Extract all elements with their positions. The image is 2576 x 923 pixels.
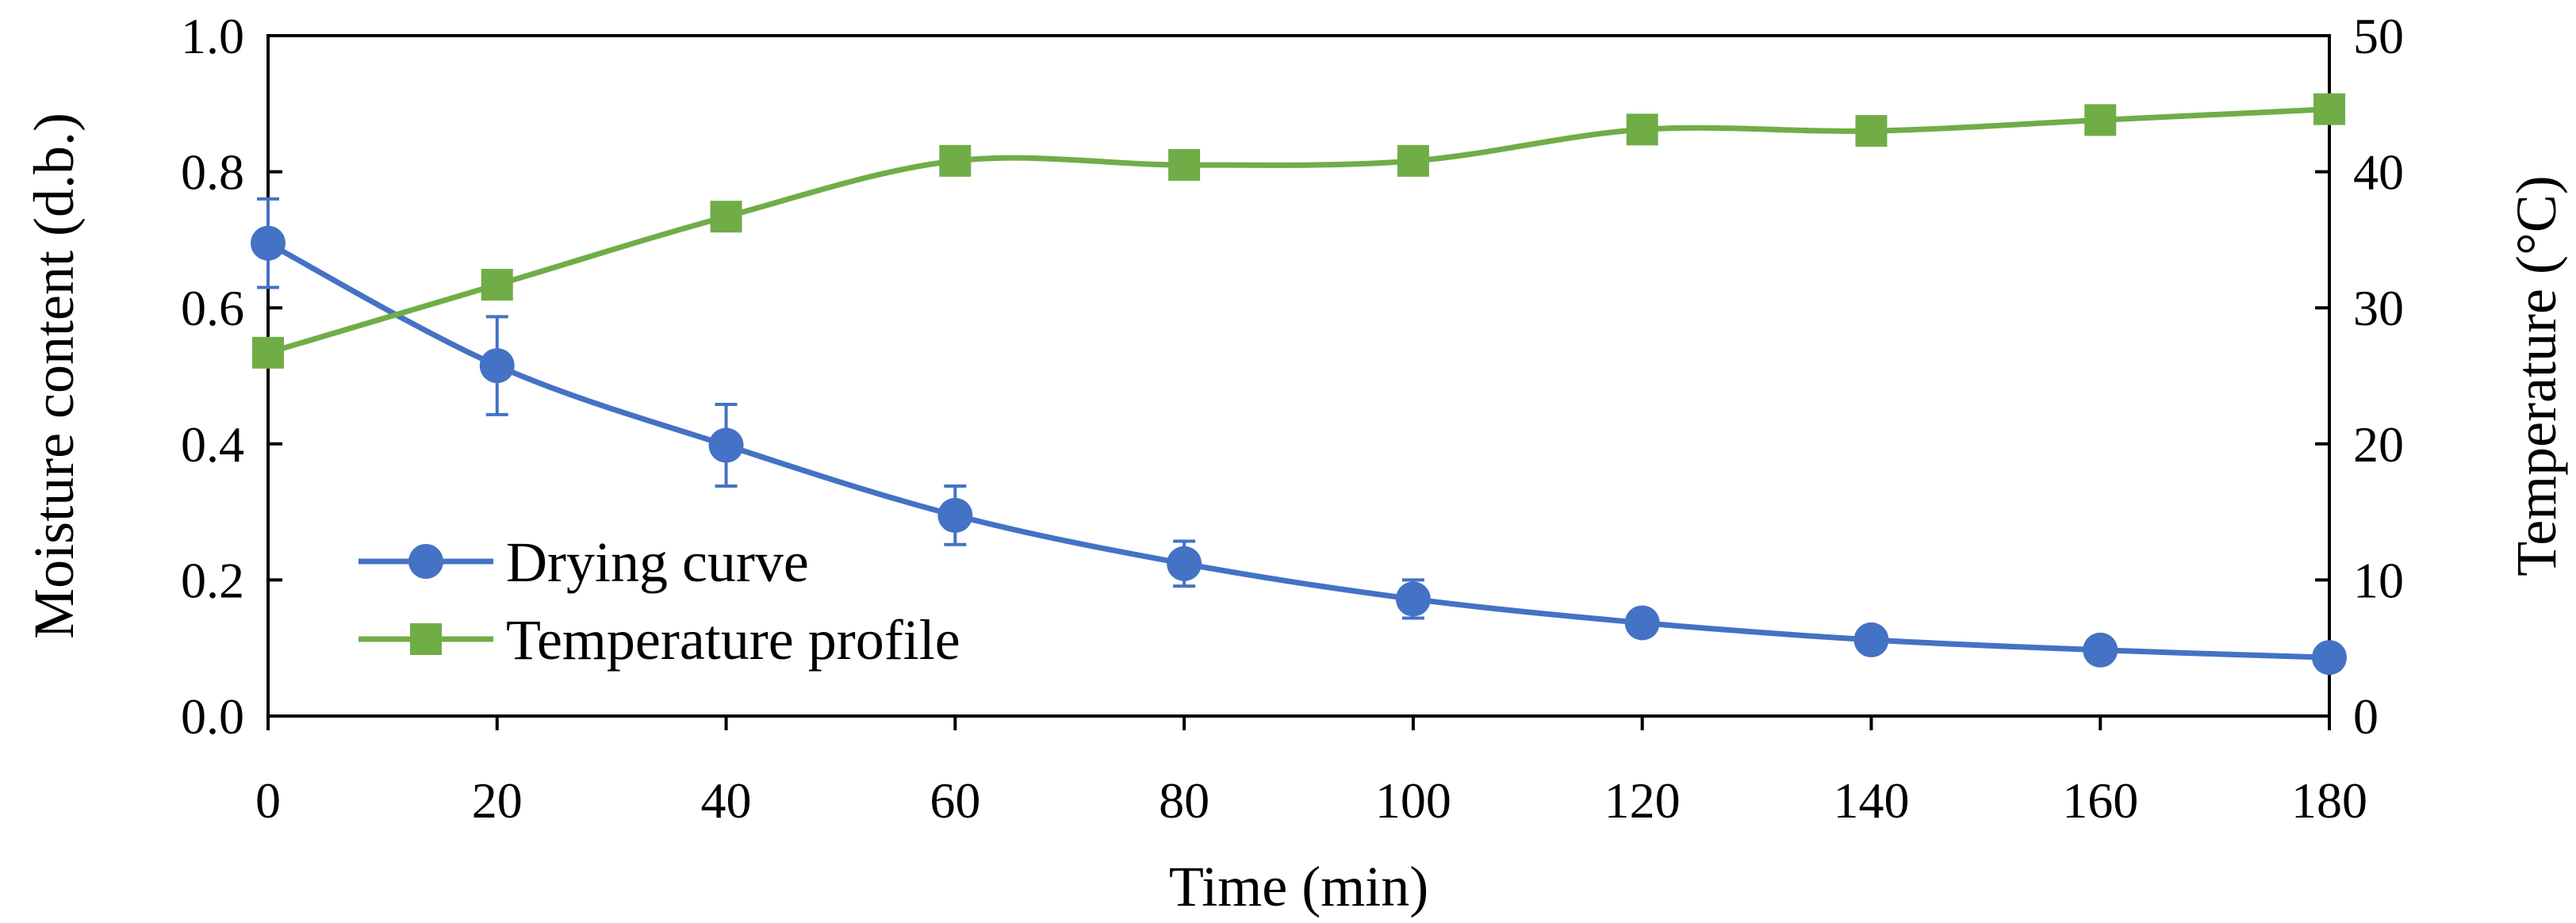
series-temperature-profile xyxy=(252,93,2345,369)
y-axis-title-right: Temperature (°C) xyxy=(2505,175,2568,576)
tick-labels: 0.0 0.2 0.4 0.6 0.8 1.0 0 10 20 30 40 50 0 20 40 60 80 10… xyxy=(181,8,2404,829)
x-axis-title: Time (min) xyxy=(1169,855,1428,918)
legend-marker-temperature-profile xyxy=(410,623,442,655)
series-line-temperature-profile xyxy=(267,106,2330,356)
y-left-tick-label: 0.2 xyxy=(181,552,244,608)
y-right-tick-label: 10 xyxy=(2353,552,2404,608)
data-point xyxy=(1624,605,1660,641)
series xyxy=(251,93,2347,676)
x-tick-label: 140 xyxy=(1833,772,1909,829)
data-point xyxy=(708,427,744,463)
y-left-tick-label: 1.0 xyxy=(181,8,244,64)
x-tick-label: 120 xyxy=(1604,772,1681,829)
legend: Drying curve Temperature profile xyxy=(358,530,960,672)
data-point xyxy=(2084,104,2117,136)
data-point xyxy=(2313,93,2345,125)
data-point xyxy=(1167,546,1202,581)
y-right-tick-label: 20 xyxy=(2353,416,2404,473)
x-tick-label: 80 xyxy=(1159,772,1209,829)
x-tick-label: 40 xyxy=(701,772,752,829)
y-right-tick-label: 30 xyxy=(2353,280,2404,336)
data-point xyxy=(252,336,284,369)
data-point xyxy=(2083,632,2118,668)
data-point xyxy=(1853,622,1889,657)
x-tick-label: 180 xyxy=(2291,772,2367,829)
y-left-tick-label: 0.0 xyxy=(181,688,244,745)
data-point xyxy=(1395,581,1431,617)
data-point xyxy=(1626,113,1658,146)
legend-label-temperature-profile: Temperature profile xyxy=(506,608,960,672)
data-point xyxy=(1397,144,1429,177)
x-tick-label: 20 xyxy=(472,772,523,829)
legend-marker-drying-curve xyxy=(408,544,443,579)
x-tick-label: 100 xyxy=(1375,772,1451,829)
data-point xyxy=(479,348,515,384)
y-right-tick-label: 0 xyxy=(2353,688,2379,745)
series-drying-curve xyxy=(251,197,2347,676)
series-line-drying-curve xyxy=(266,240,2330,661)
legend-label-drying-curve: Drying curve xyxy=(506,530,809,594)
data-point xyxy=(937,497,973,533)
y-axis-title-left: Moisture content (d.b.) xyxy=(22,113,86,639)
data-point xyxy=(481,269,513,301)
x-tick-label: 160 xyxy=(2062,772,2138,829)
data-point xyxy=(939,144,972,177)
y-left-tick-label: 0.6 xyxy=(181,280,244,336)
y-left-tick-label: 0.8 xyxy=(181,144,244,201)
data-point xyxy=(251,225,286,261)
data-point xyxy=(1855,115,1888,147)
data-point xyxy=(1168,149,1201,182)
y-right-tick-label: 40 xyxy=(2353,144,2404,201)
data-point xyxy=(2312,640,2347,676)
axes xyxy=(266,34,2331,730)
x-tick-label: 0 xyxy=(255,772,281,829)
y-right-tick-label: 50 xyxy=(2353,8,2404,64)
plot-frame xyxy=(266,34,2331,718)
data-point xyxy=(710,201,742,233)
y-left-tick-label: 0.4 xyxy=(181,416,244,473)
x-tick-label: 60 xyxy=(930,772,980,829)
